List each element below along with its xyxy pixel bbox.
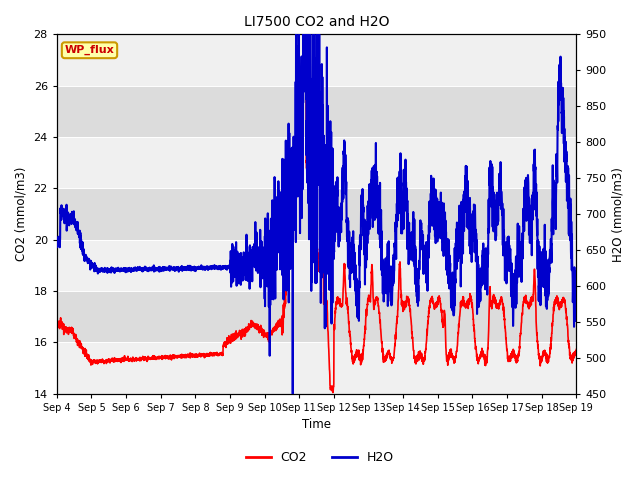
Bar <box>57 342 576 394</box>
Text: WP_flux: WP_flux <box>65 45 115 55</box>
Title: LI7500 CO2 and H2O: LI7500 CO2 and H2O <box>244 15 389 29</box>
Y-axis label: H2O (mmol/m3): H2O (mmol/m3) <box>612 167 625 262</box>
Bar <box>57 35 576 86</box>
Y-axis label: CO2 (mmol/m3): CO2 (mmol/m3) <box>15 167 28 261</box>
X-axis label: Time: Time <box>302 419 331 432</box>
Bar <box>57 240 576 291</box>
Bar <box>57 137 576 188</box>
Legend: CO2, H2O: CO2, H2O <box>241 446 399 469</box>
